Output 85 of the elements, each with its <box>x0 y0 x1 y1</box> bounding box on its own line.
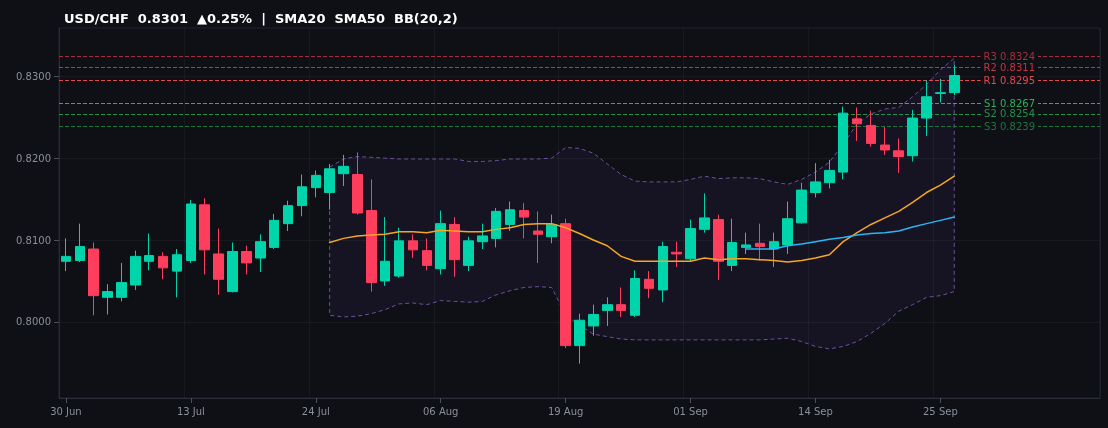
candlestick <box>630 269 640 318</box>
candlestick <box>713 214 724 281</box>
x-tick-label: 01 Sep <box>673 405 708 417</box>
x-tick-label: 19 Aug <box>547 405 584 417</box>
chart-title: USD/CHF 0.8301 ▲0.25% | SMA20 SMA50 BB(20,2) <box>64 11 458 26</box>
candlestick <box>477 223 488 250</box>
candlestick <box>213 228 224 296</box>
candlestick <box>588 304 599 337</box>
y-tick-label: 0.8200 <box>16 152 51 164</box>
candlestick <box>727 218 737 272</box>
candlestick <box>144 232 154 271</box>
candlestick <box>255 233 266 273</box>
candlestick <box>935 78 946 103</box>
candlestick <box>394 227 404 279</box>
candlestick <box>449 216 460 278</box>
candlestick <box>88 241 99 316</box>
line-series <box>328 175 956 263</box>
x-tick-label: 14 Sep <box>798 405 833 417</box>
candlestick <box>782 201 793 255</box>
candlestick <box>893 138 904 174</box>
candlestick <box>186 199 196 264</box>
x-tick-label: 06 Aug <box>422 405 459 417</box>
candlestick <box>297 174 307 217</box>
candlestick <box>311 169 321 198</box>
candlestick <box>505 201 515 232</box>
candlestick <box>227 241 238 293</box>
candlestick <box>824 159 835 189</box>
candlestick <box>435 210 446 275</box>
candlestick <box>755 223 765 261</box>
candlestick <box>519 202 529 239</box>
candlestick <box>269 213 279 250</box>
x-tick-label: 30 Jun <box>50 405 82 417</box>
candlestick <box>338 154 349 187</box>
x-tick-label: 24 Jul <box>301 405 330 417</box>
candlestick <box>491 207 501 248</box>
candlestick <box>907 109 918 162</box>
x-tick-label: 13 Jul <box>176 405 205 417</box>
ref-line-label: R3 0.8324 <box>983 51 1035 63</box>
candlestick <box>866 110 876 148</box>
candlestick <box>324 163 335 211</box>
candlestick <box>380 216 390 287</box>
y-tick-label: 0.8300 <box>16 70 51 82</box>
candlestick <box>949 64 960 96</box>
candlestick <box>602 296 613 327</box>
candlestick <box>366 178 377 293</box>
ref-line-label: S3 0.8239 <box>984 120 1035 132</box>
candlestick <box>199 197 210 275</box>
candlestick <box>533 210 543 264</box>
candlestick <box>61 237 71 272</box>
candlestick <box>741 232 751 255</box>
candlestick <box>685 219 696 262</box>
candlestick <box>172 248 182 298</box>
candlestick <box>838 106 848 180</box>
candlestick <box>546 214 557 244</box>
candlestick <box>130 250 141 291</box>
x-tick-label: 25 Sep <box>923 405 958 417</box>
candlestick <box>796 182 807 225</box>
candlestick <box>699 192 710 234</box>
candlestick <box>671 241 682 268</box>
ref-line-label: S1 0.8267 <box>984 97 1035 109</box>
candlestick <box>658 241 668 303</box>
ref-line-label: S2 0.8254 <box>984 108 1035 120</box>
candlestick <box>422 237 432 271</box>
candlestick <box>241 245 252 275</box>
candlestick <box>116 262 127 302</box>
candlestick <box>158 251 168 280</box>
candlestick <box>352 151 363 216</box>
y-tick-label: 0.8100 <box>16 234 51 246</box>
candlestick <box>560 218 571 349</box>
candlestick <box>102 283 113 315</box>
candlestick <box>408 233 418 259</box>
candlestick <box>463 236 474 272</box>
ref-line-label: R2 0.8311 <box>983 61 1035 73</box>
ref-line-label: R1 0.8295 <box>983 74 1035 86</box>
candlestick <box>852 106 862 142</box>
y-tick-label: 0.8000 <box>16 316 51 328</box>
candlestick <box>810 162 821 198</box>
line-series <box>745 216 956 250</box>
candlestick <box>644 270 654 299</box>
candlestick <box>616 286 626 318</box>
candlestick <box>880 126 890 156</box>
candlestick <box>921 79 932 137</box>
candlestick <box>75 223 85 263</box>
candlestick <box>574 313 585 365</box>
candlestick <box>283 200 293 232</box>
